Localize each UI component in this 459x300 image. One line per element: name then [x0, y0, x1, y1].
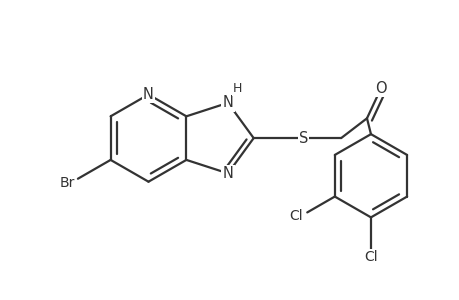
- Text: N: N: [222, 95, 233, 110]
- Text: O: O: [374, 81, 386, 96]
- Text: Cl: Cl: [364, 250, 377, 264]
- Text: Cl: Cl: [289, 209, 302, 224]
- Text: Br: Br: [60, 176, 75, 190]
- Text: S: S: [298, 130, 308, 146]
- Text: N: N: [222, 166, 233, 181]
- Text: N: N: [143, 87, 154, 102]
- Text: H: H: [233, 82, 242, 95]
